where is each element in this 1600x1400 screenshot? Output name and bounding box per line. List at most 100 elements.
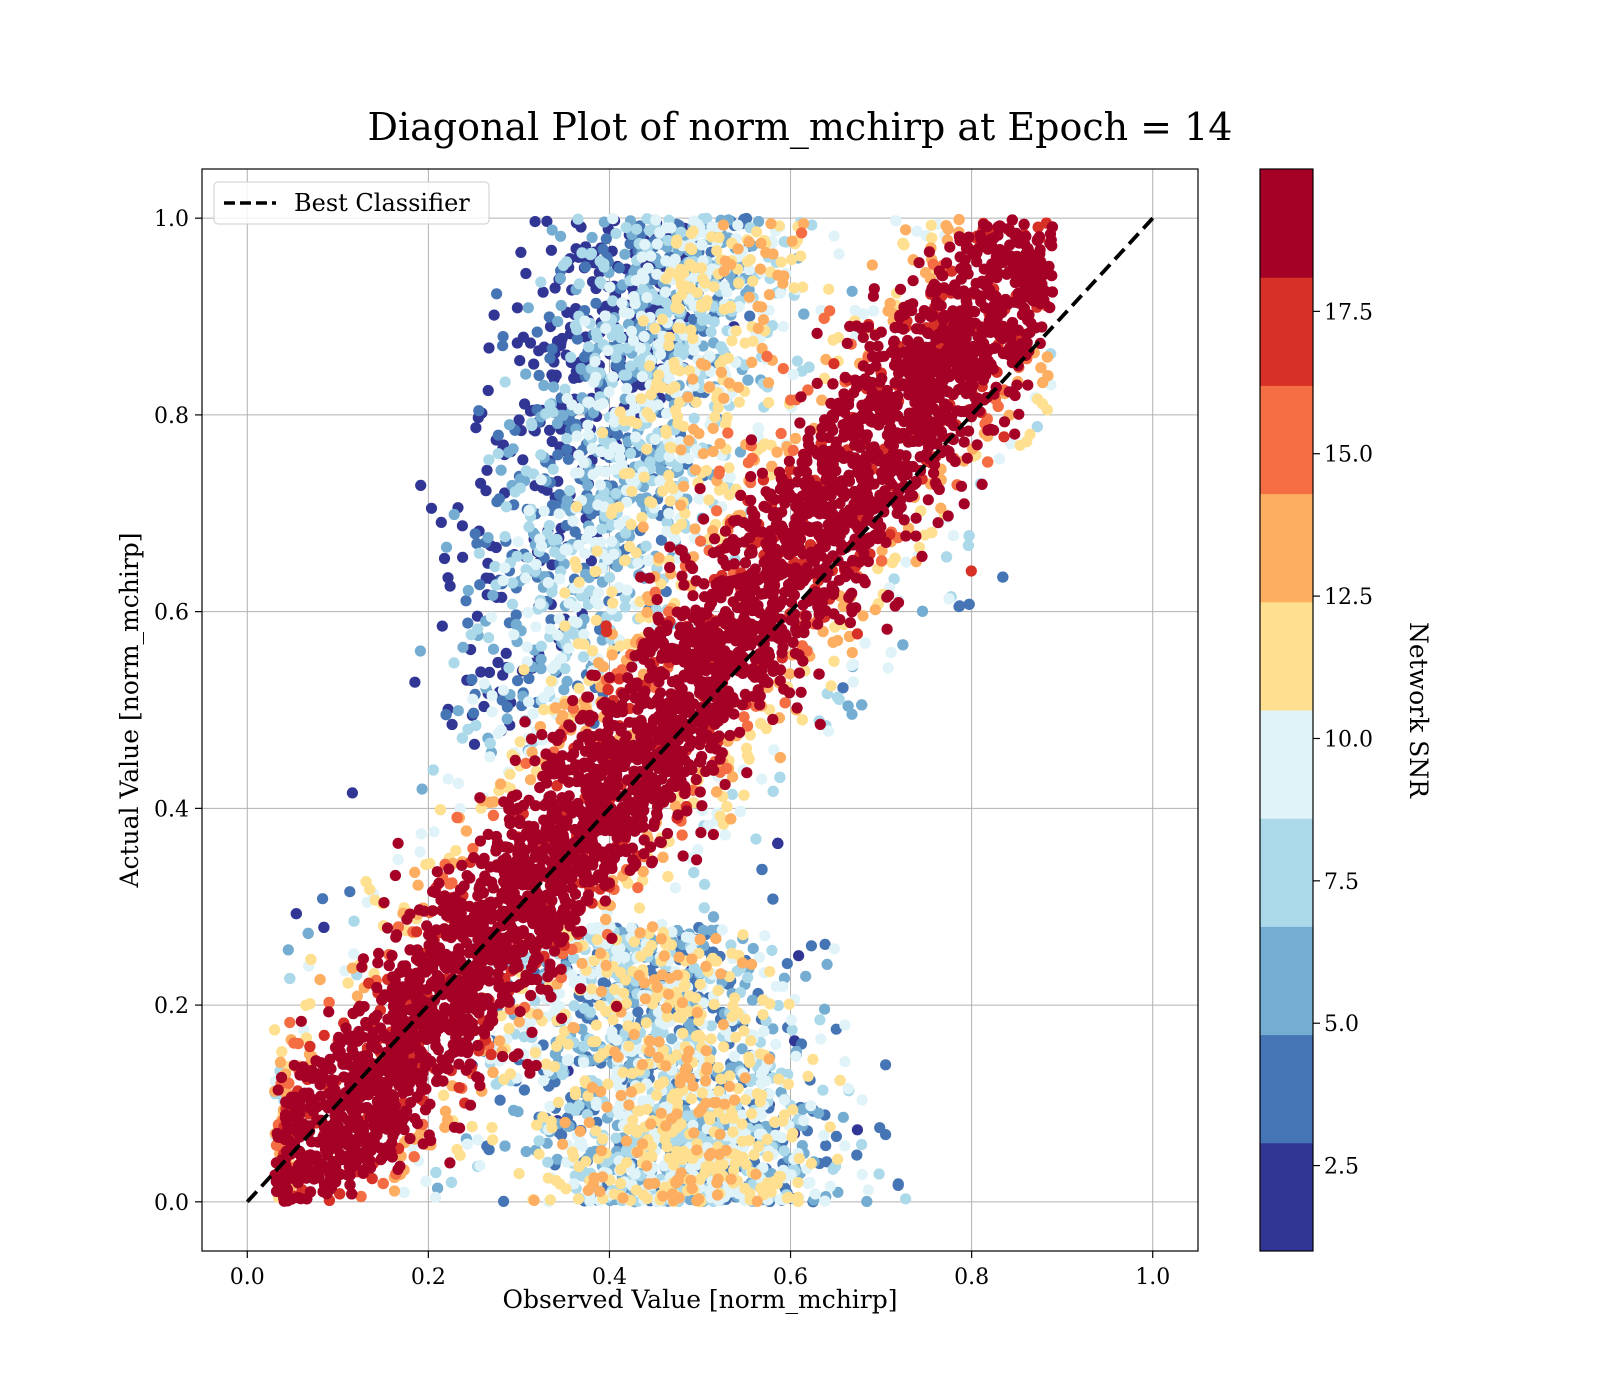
scatter-point [717,1019,729,1031]
scatter-point [576,247,588,259]
scatter-point [672,1011,684,1023]
scatter-point [652,399,664,411]
scatter-point [695,357,708,370]
scatter-point [681,1149,693,1161]
scatter-point [551,1153,563,1165]
scatter-point [714,1128,726,1140]
scatter-point [618,468,631,480]
scatter-point [559,620,571,632]
scatter-point [703,494,715,506]
scatter-point [851,1149,863,1161]
scatter-point [821,1156,833,1168]
scatter-point [636,251,648,263]
scatter-point [631,1126,643,1139]
scatter-point [819,1003,831,1015]
scatter-point [774,771,786,784]
scatter-point [639,993,652,1005]
scatter-point [588,376,600,388]
scatter-point [462,723,474,735]
scatter-point [792,1176,804,1189]
scatter-point [606,535,618,548]
scatter-point [586,231,598,244]
scatter-point [626,485,638,497]
scatter-point [832,1153,844,1165]
scatter-point [807,1053,819,1065]
scatter-point [695,535,707,547]
scatter-point [573,1161,585,1173]
scatter-point [820,1140,832,1152]
scatter-point [892,1178,904,1190]
scatter-point [408,1151,420,1163]
scatter-point [585,555,598,567]
scatter-point [711,245,723,257]
scatter-point [719,1098,731,1110]
scatter-point [962,539,975,552]
scatter-point [438,1089,450,1101]
scatter-point [641,1103,653,1115]
scatter-point [745,1035,757,1047]
scatter-point [641,292,653,304]
scatter-point [317,893,329,905]
scatter-point [767,893,779,905]
scatter-point [643,360,656,372]
scatter-point [495,724,507,736]
scatter-point [554,573,566,585]
scatter-point [669,381,681,393]
scatter-point [498,1195,510,1207]
scatter-point [718,265,730,277]
scatter-point [590,1019,603,1031]
scatter-point [685,228,697,240]
scatter-point [525,417,538,429]
scatter-point [448,657,460,669]
scatter-point [573,449,585,461]
scatter-point [778,1094,791,1106]
scatter-point [545,614,557,626]
scatter-point [595,947,607,960]
scatter-point [739,1072,751,1084]
scatter-point [664,495,676,507]
scatter-point [520,267,532,280]
scatter-point [765,218,777,230]
scatter-point [535,474,547,486]
scatter-point [625,1086,638,1098]
scatter-point [656,313,668,325]
scatter-point [660,222,672,234]
scatter-point [560,1183,572,1195]
scatter-point [673,1192,685,1204]
scatter-point [470,422,482,434]
scatter-point [982,456,994,468]
scatter-point [688,344,700,356]
scatter-point [775,1171,787,1183]
scatter-point [575,363,587,375]
scatter-point [805,940,818,952]
scatter-point [485,611,498,623]
scatter-point [456,520,468,532]
scatter-point [819,938,831,951]
scatter-point [635,950,647,962]
scatter-point [761,350,773,362]
scatter-point [802,1177,814,1190]
scatter-point [832,691,844,704]
scatter-point [582,419,594,431]
scatter-point [542,577,554,589]
scatter-point [533,1135,545,1147]
scatter-point [471,610,483,622]
scatter-point [785,1014,797,1026]
scatter-point [711,786,723,798]
scatter-point [523,521,535,533]
scatter-point [693,493,705,505]
scatter-point [579,351,591,363]
scatter-point [681,1110,693,1122]
scatter-point [567,1021,579,1034]
scatter-point [737,957,749,969]
scatter-point [533,369,545,381]
scatter-point [993,453,1006,465]
scatter-point [696,314,709,326]
scatter-point [689,523,701,535]
scatter-point [839,1140,851,1152]
scatter-point [518,664,530,676]
scatter-point [482,384,494,397]
scatter-point [590,565,602,577]
scatter-point [644,1045,656,1057]
scatter-point [752,300,764,313]
